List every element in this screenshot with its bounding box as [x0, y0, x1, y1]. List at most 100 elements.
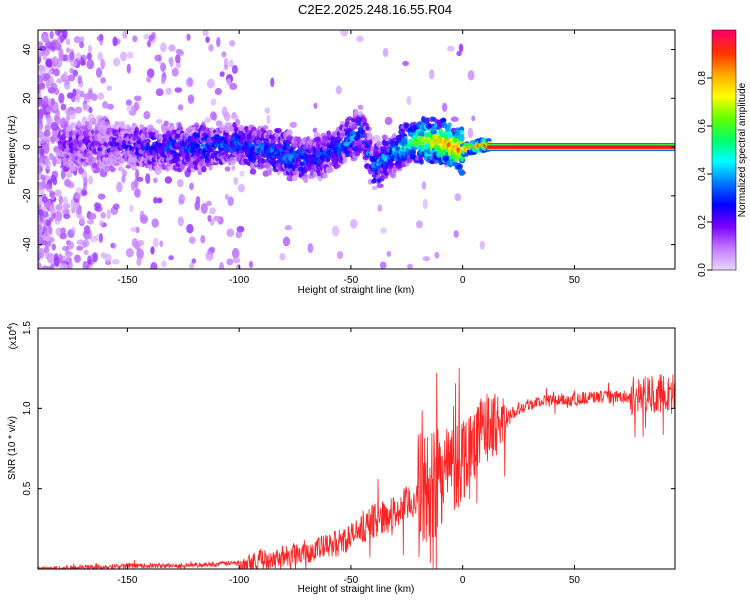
- spectrogram-cell: [160, 76, 166, 85]
- spectrogram-cell: [115, 150, 122, 156]
- colorbar-segment: [712, 122, 736, 125]
- spectrogram-cell: [456, 163, 463, 170]
- spectrogram-cell: [74, 254, 81, 263]
- snr-x-tick-label: 50: [569, 575, 581, 586]
- spectrogram-cell: [337, 250, 344, 260]
- spectrogram-cell: [106, 103, 114, 110]
- colorbar-segment: [712, 136, 736, 139]
- spectrogram-cell: [208, 44, 214, 52]
- spectrogram-cell: [230, 159, 236, 165]
- spectrogram-cell: [42, 95, 49, 106]
- spectrogram-cell: [151, 218, 159, 228]
- spectrogram-cell: [69, 51, 75, 62]
- spectrogram-cell: [187, 94, 195, 104]
- colorbar-segment: [712, 140, 736, 143]
- colorbar-segment: [712, 156, 736, 159]
- colorbar-segment: [712, 128, 736, 131]
- spectrogram-cell: [210, 219, 215, 226]
- spectrogram-cell: [456, 50, 462, 57]
- colorbar-segment: [712, 130, 736, 133]
- spectrogram-cell: [41, 265, 50, 269]
- colorbar-segment: [712, 182, 736, 185]
- colorbar-segment: [712, 162, 736, 165]
- spectrogram-cell: [175, 54, 181, 64]
- spectrogram-cell: [126, 63, 131, 74]
- colorbar-segment: [712, 82, 736, 85]
- colorbar-segment: [712, 240, 736, 243]
- spectrogram-cell: [83, 249, 89, 256]
- spectrogram-cell: [270, 77, 275, 88]
- spectrogram-cell: [126, 51, 134, 59]
- spectrogram-cell: [454, 132, 460, 139]
- spectrogram-y-label: Frequency (Hz): [7, 116, 18, 185]
- spectrogram-cell: [92, 252, 98, 263]
- spectrogram-cell: [87, 87, 94, 97]
- colorbar-segment: [712, 74, 736, 77]
- colorbar-segment: [712, 50, 736, 53]
- colorbar-segment: [712, 76, 736, 79]
- spectrogram-cell: [45, 106, 52, 113]
- colorbar-segment: [712, 72, 736, 75]
- spectrogram-cell: [40, 148, 45, 156]
- spectrogram-cell: [56, 78, 63, 84]
- spectrogram-cell: [376, 140, 382, 148]
- spectrogram-cell: [136, 257, 142, 267]
- spectrogram-cell: [54, 189, 62, 197]
- spectrogram-cell: [231, 64, 238, 74]
- spectrogram-cell: [66, 47, 71, 53]
- spectrogram-cell: [209, 111, 217, 121]
- spectrogram-cell: [402, 60, 410, 66]
- colorbar-segment: [712, 222, 736, 225]
- spectrogram-cell: [38, 55, 42, 65]
- spectrogram-cell: [88, 106, 93, 114]
- spectrogram-cell: [205, 36, 210, 43]
- spectrogram-cell: [177, 104, 184, 111]
- spectrogram-cell: [89, 235, 98, 243]
- colorbar-segment: [712, 96, 736, 99]
- spectrogram-cell: [66, 114, 71, 122]
- spectrogram-cell: [59, 118, 65, 125]
- spectrogram-cell: [62, 30, 68, 39]
- spectrogram-x-tick-label: 0: [460, 275, 466, 286]
- spectrogram-cell: [38, 263, 43, 269]
- spectrogram-cell: [41, 196, 49, 203]
- colorbar-segment: [712, 102, 736, 105]
- spectrogram-cell: [189, 262, 195, 269]
- spectrogram-cell: [78, 167, 85, 175]
- spectrogram-cell: [121, 174, 126, 184]
- spectrogram-cell: [318, 175, 323, 182]
- spectrogram-cell: [50, 263, 55, 269]
- spectrogram-cell: [382, 47, 389, 58]
- spectrogram-cell: [50, 82, 58, 91]
- spectrogram-cell: [40, 240, 48, 246]
- spectrogram-cell: [229, 82, 238, 91]
- spectrogram-cell: [313, 102, 318, 109]
- spectrogram-y-tick-label: 0: [22, 144, 33, 150]
- spectrogram-cell: [447, 45, 455, 52]
- spectrogram-cell: [415, 220, 423, 229]
- spectrogram-cell: [80, 56, 85, 67]
- spectrogram-cell: [459, 135, 465, 142]
- spectrogram-cell: [132, 35, 138, 43]
- spectrogram-cell: [342, 158, 348, 164]
- spectrogram-cell: [231, 247, 240, 259]
- spectrogram-cell: [186, 223, 194, 234]
- colorbar-segment: [712, 170, 736, 173]
- spectrogram-cell: [155, 118, 163, 125]
- spectrogram-cell: [136, 176, 144, 182]
- colorbar-segment: [712, 40, 736, 43]
- spectrogram-cell: [233, 176, 239, 186]
- colorbar-segment: [712, 108, 736, 111]
- spectrogram-cell: [153, 196, 158, 204]
- spectrogram-cell: [88, 152, 94, 159]
- colorbar-segment: [712, 250, 736, 253]
- spectrogram-cell: [77, 75, 83, 85]
- spectrogram-cell: [38, 88, 41, 100]
- spectrogram-cell: [267, 169, 272, 176]
- spectrogram-cell: [97, 92, 105, 100]
- spectrogram-cell: [112, 124, 117, 129]
- snr-y-tick-label: 1.5: [22, 321, 33, 335]
- spectrogram-cell: [195, 196, 201, 204]
- colorbar-segment: [712, 236, 736, 239]
- spectrogram-cell: [163, 120, 169, 127]
